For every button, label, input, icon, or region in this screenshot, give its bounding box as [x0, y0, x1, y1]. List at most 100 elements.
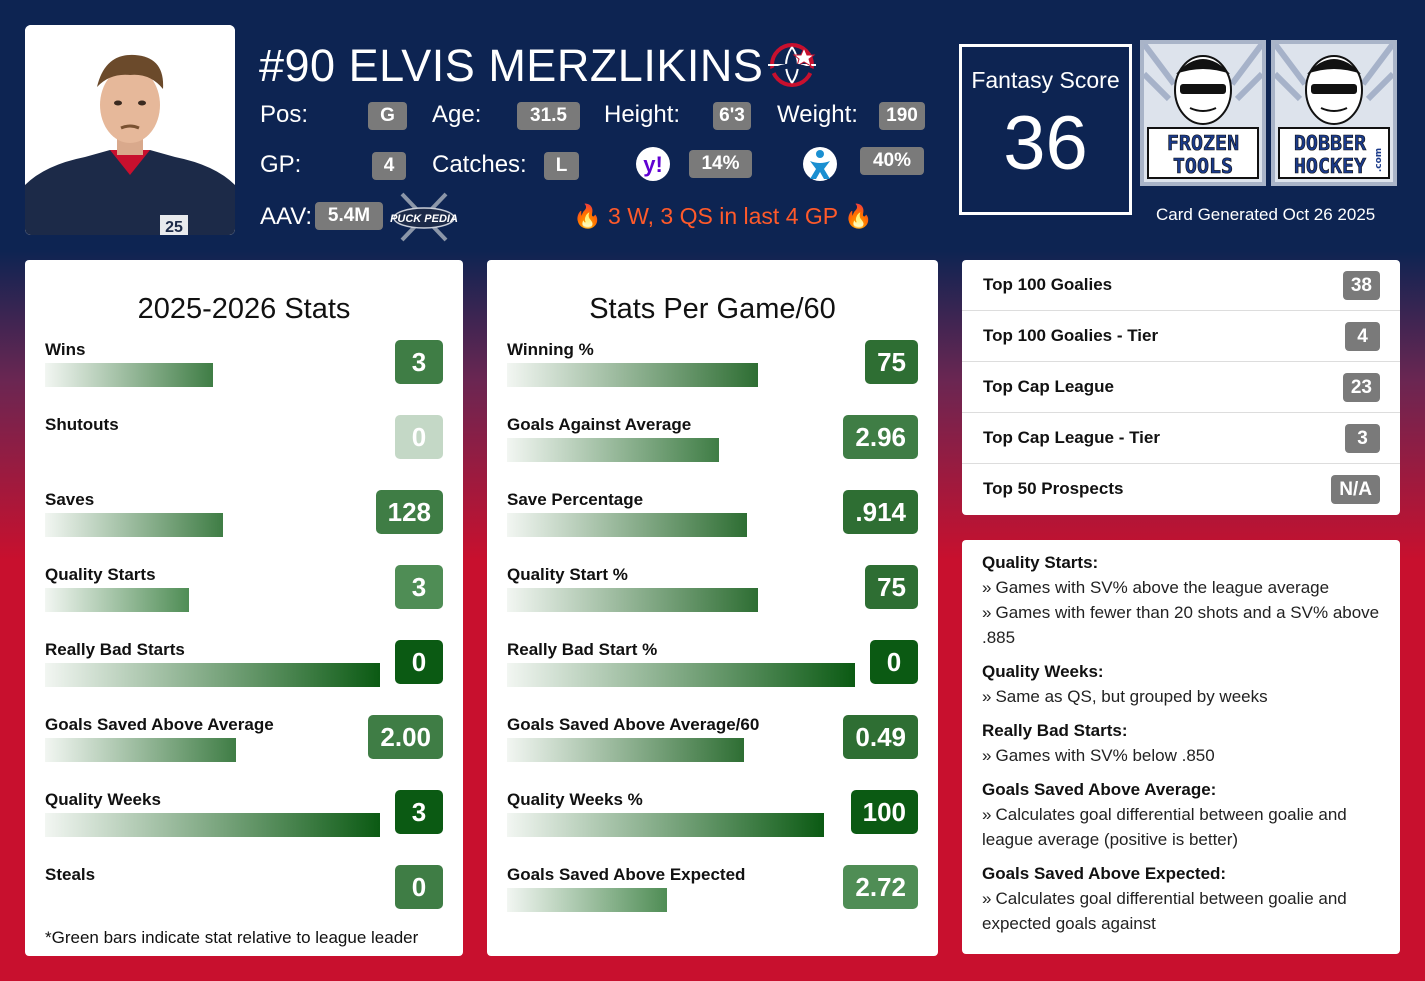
definition-term: Quality Starts: [982, 553, 1099, 572]
stat-label: Goals Saved Above Expected [507, 865, 746, 884]
stat-bar [45, 813, 380, 837]
stat-row: Saves 128 [45, 490, 443, 565]
stat-row: Really Bad Starts 0 [45, 640, 443, 715]
season-stats-footnote: *Green bars indicate stat relative to le… [45, 928, 419, 947]
stat-value-badge: 128 [375, 490, 443, 534]
ranking-row: Top Cap League - Tier 3 [962, 413, 1400, 464]
dobber-hockey-line2: HOCKEY [1294, 154, 1366, 178]
height-badge: 6'3 [713, 102, 751, 130]
stat-bar [45, 588, 189, 612]
yahoo-pct-badge: 14% [689, 150, 752, 178]
definition-line: Same as QS, but grouped by weeks [982, 684, 1380, 709]
pos-label: Pos: [260, 101, 309, 128]
stat-label: Saves [45, 490, 95, 509]
puckpedia-logo-text: PUCK PEDIA [390, 213, 458, 225]
fantasy-score-value: 36 [1003, 101, 1088, 186]
stat-row: Steals 0 [45, 865, 443, 940]
stat-value-badge: 75 [865, 340, 918, 384]
stat-row: Goals Saved Above Expected 2.72 [507, 865, 918, 940]
gp-label: GP: [260, 151, 302, 178]
stat-bar [507, 738, 744, 762]
catches-label: Catches: [432, 151, 527, 178]
gp-badge: 4 [372, 152, 406, 180]
stat-row: Wins 3 [45, 340, 443, 415]
catches-badge: L [544, 152, 579, 180]
rankings-panel: Top 100 Goalies 38 Top 100 Goalies - Tier 4… [962, 260, 1400, 515]
stat-row: Winning % 75 [507, 340, 918, 415]
definition-term: Quality Weeks: [982, 662, 1104, 681]
stat-bar [507, 363, 758, 387]
stat-label: Quality Weeks [45, 790, 161, 809]
age-label: Age: [432, 101, 482, 128]
stat-label: Quality Start % [507, 565, 628, 584]
stat-value-badge: 3 [395, 790, 443, 834]
ranking-label: Top 50 Prospects [983, 479, 1124, 498]
ranking-row: Top Cap League 23 [962, 362, 1400, 413]
weight-badge: 190 [879, 102, 925, 130]
stat-value-badge: 0 [395, 865, 443, 909]
ranking-label: Top Cap League - Tier [983, 428, 1160, 447]
stat-bar [507, 813, 824, 837]
fire-icon: 🔥 [573, 203, 602, 229]
definition-line: Calculates goal differential between goa… [982, 802, 1380, 852]
stat-value-badge: .914 [843, 490, 918, 534]
height-label: Height: [604, 101, 681, 128]
hot-streak: 🔥 3 W, 3 QS in last 4 GP 🔥 [573, 203, 873, 230]
stat-label: Goals Saved Above Average/60 [507, 715, 760, 734]
stat-label: Shutouts [45, 415, 119, 434]
weight-label: Weight: [777, 101, 858, 128]
stat-row: Shutouts 0 [45, 415, 443, 490]
ranking-label: Top 100 Goalies [983, 275, 1113, 294]
stat-bar [45, 738, 236, 762]
per-game-stats-title: Stats Per Game/60 [589, 293, 836, 325]
stat-bar [507, 588, 758, 612]
stat-label: Really Bad Start % [507, 640, 658, 659]
stat-label: Steals [45, 865, 96, 884]
player-photo: 25 [25, 25, 235, 235]
season-stats-title: 2025-2026 Stats [137, 293, 351, 325]
stat-row: Quality Weeks 3 [45, 790, 443, 865]
stat-row: Quality Starts 3 [45, 565, 443, 640]
stat-bar [45, 663, 380, 687]
svg-text:y!: y! [643, 152, 663, 177]
definition-line: Calculates goal differential between goa… [982, 886, 1380, 936]
stat-row: Save Percentage .914 [507, 490, 918, 565]
ranking-label: Top Cap League [983, 377, 1114, 396]
stat-label: Wins [45, 340, 86, 359]
yahoo-icon: y! [634, 146, 672, 187]
stat-value-badge: 2.96 [843, 415, 918, 459]
stat-value-badge: 0 [870, 640, 918, 684]
ranking-value-badge: 23 [1342, 373, 1380, 402]
stat-value-badge: 3 [395, 340, 443, 384]
aav-badge: 5.4M [315, 202, 383, 230]
fantasy-score-box: Fantasy Score 36 [959, 44, 1132, 215]
dobber-hockey-line1: DOBBER [1294, 131, 1367, 155]
card-generated-date: Card Generated Oct 26 2025 [1156, 205, 1376, 224]
stat-label: Save Percentage [507, 490, 644, 509]
definition-term: Goals Saved Above Average: [982, 780, 1217, 799]
stat-bar [507, 663, 855, 687]
dobber-hockey-logo[interactable]: DOBBER HOCKEY .com [1271, 40, 1397, 186]
ranking-value-badge: 4 [1345, 322, 1380, 351]
dobber-hockey-suffix: .com [1374, 148, 1384, 172]
stat-label: Winning % [507, 340, 594, 359]
season-stats-panel: 2025-2026 Stats *Green bars indicate sta… [25, 260, 463, 956]
stat-value-badge: 2.00 [368, 715, 443, 759]
age-badge: 31.5 [517, 102, 580, 130]
stat-row: Goals Against Average 2.96 [507, 415, 918, 490]
puckpedia-logo-icon[interactable]: PUCK PEDIA [390, 190, 458, 251]
stat-label: Really Bad Starts [45, 640, 185, 659]
fantasy-score-label: Fantasy Score [971, 67, 1120, 93]
stat-row: Goals Saved Above Average 2.00 [45, 715, 443, 790]
definition-term: Goals Saved Above Expected: [982, 864, 1227, 883]
stat-value-badge: 0 [395, 415, 443, 459]
stat-bar [45, 513, 223, 537]
ranking-row: Top 100 Goalies - Tier 4 [962, 311, 1400, 362]
jersey-number: 25 [165, 219, 183, 235]
definition-term: Really Bad Starts: [982, 721, 1128, 740]
ranking-row: Top 100 Goalies 38 [962, 260, 1400, 311]
stat-bar [507, 438, 719, 462]
frozen-tools-logo[interactable]: FROZEN TOOLS [1140, 40, 1266, 186]
per-game-stats-panel: Stats Per Game/60 Winning % 75 Goals Again… [487, 260, 938, 956]
espn-fantasy-icon [802, 145, 838, 188]
